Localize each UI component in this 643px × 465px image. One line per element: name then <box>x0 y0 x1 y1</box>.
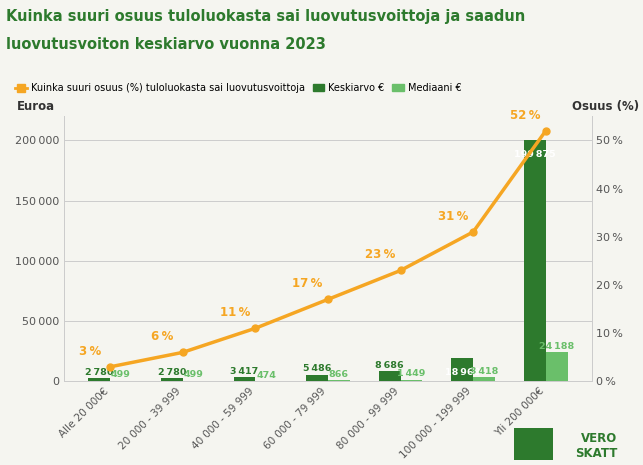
Text: 52 %: 52 % <box>511 109 541 122</box>
Text: 24 188: 24 188 <box>539 342 574 351</box>
Text: 499: 499 <box>111 371 131 379</box>
Text: 474: 474 <box>257 371 276 379</box>
Text: 6 %: 6 % <box>151 330 174 343</box>
Text: 3 417: 3 417 <box>230 367 258 376</box>
Bar <box>88 378 110 381</box>
Bar <box>524 140 546 381</box>
Bar <box>546 352 568 381</box>
Text: Kuinka suuri osuus tuloluokasta sai luovutusvoittoja ja saadun: Kuinka suuri osuus tuloluokasta sai luov… <box>6 9 526 24</box>
Text: 2 780: 2 780 <box>158 368 186 377</box>
Bar <box>379 371 401 381</box>
Text: 23 %: 23 % <box>365 248 395 261</box>
Text: Euroa: Euroa <box>17 100 55 113</box>
Text: 18 968: 18 968 <box>445 368 480 377</box>
Bar <box>306 375 328 381</box>
Text: 1 449: 1 449 <box>397 369 426 379</box>
Bar <box>161 378 183 381</box>
Text: 5 486: 5 486 <box>303 365 331 373</box>
Text: luovutusvoiton keskiarvo vuonna 2023: luovutusvoiton keskiarvo vuonna 2023 <box>6 37 326 52</box>
Bar <box>401 379 422 381</box>
Legend: Kuinka suuri osuus (%) tuloluokasta sai luovutusvoittoja, Keskiarvo €, Mediaani : Kuinka suuri osuus (%) tuloluokasta sai … <box>12 79 465 97</box>
Text: 8 686: 8 686 <box>376 361 404 370</box>
Text: 866: 866 <box>329 370 349 379</box>
Text: 31 %: 31 % <box>438 210 468 223</box>
Bar <box>233 377 255 381</box>
Text: 3 %: 3 % <box>78 345 101 358</box>
Text: Osuus (%): Osuus (%) <box>572 100 639 113</box>
Bar <box>328 380 350 381</box>
Text: 3 418: 3 418 <box>470 367 498 376</box>
Text: VERO
SKATT: VERO SKATT <box>575 432 617 460</box>
Text: 2 780: 2 780 <box>85 368 113 377</box>
Text: 11 %: 11 % <box>220 306 250 319</box>
Text: 17 %: 17 % <box>293 277 323 290</box>
Bar <box>473 377 495 381</box>
Text: 499: 499 <box>184 371 204 379</box>
Bar <box>451 359 473 381</box>
Text: 199 875: 199 875 <box>514 150 556 159</box>
